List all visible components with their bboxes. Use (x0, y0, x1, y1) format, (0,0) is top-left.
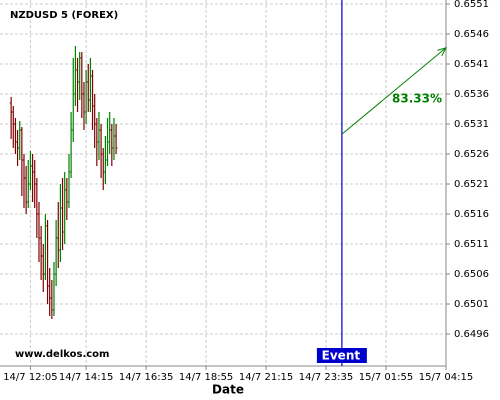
x-tick-label: 14/7 12:05 (3, 372, 57, 383)
y-tick-label: 0.6551 (454, 0, 489, 10)
y-tick-label: 0.6541 (454, 59, 489, 70)
y-tick-label: 0.6501 (454, 299, 489, 310)
y-tick-label: 0.6546 (454, 29, 489, 40)
x-axis-label: Date (212, 383, 244, 397)
x-tick-label: 15/7 01:55 (359, 372, 413, 383)
y-tick-label: 0.6516 (454, 209, 489, 220)
arrow-head (437, 46, 447, 57)
x-tick-label: 14/7 18:55 (179, 372, 233, 383)
watermark: www.delkos.com (15, 349, 109, 360)
x-tick-label: 14/7 14:15 (59, 372, 113, 383)
y-tick-label: 0.6531 (454, 119, 489, 130)
y-tick-label: 0.6521 (454, 179, 489, 190)
x-tick-label: 14/7 16:35 (119, 372, 173, 383)
y-tick-label: 0.6511 (454, 239, 489, 250)
y-tick-label: 0.6526 (454, 149, 489, 160)
x-tick-label: 14/7 21:15 (239, 372, 293, 383)
arrow-label: 83.33% (392, 92, 442, 106)
y-tick-label: 0.6496 (454, 329, 489, 340)
x-tick-label: 15/7 04:15 (419, 372, 473, 383)
x-tick-label: 14/7 23:35 (299, 372, 353, 383)
y-tick-label: 0.6506 (454, 269, 489, 280)
event-label: Event (322, 349, 361, 363)
y-tick-label: 0.6536 (454, 89, 489, 100)
event-box (316, 348, 367, 363)
arrow-line (341, 47, 447, 135)
grid (0, 0, 447, 366)
chart-title: NZDUSD 5 (FOREX) (10, 10, 118, 21)
